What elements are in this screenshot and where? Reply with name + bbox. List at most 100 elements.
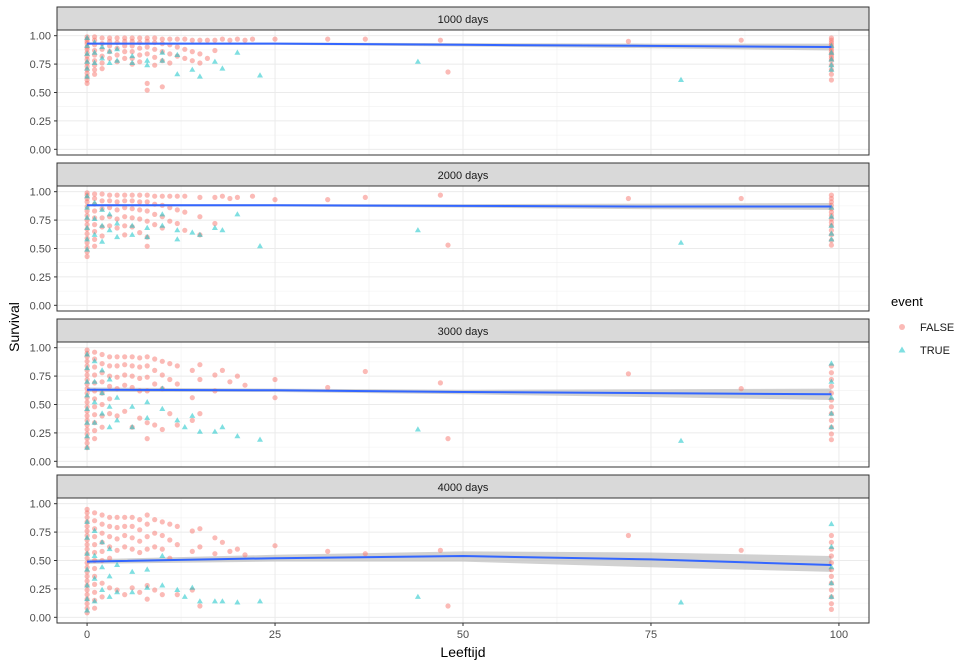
point-true <box>106 48 113 54</box>
point-false <box>167 537 173 543</box>
point-false <box>122 523 128 530</box>
point-false <box>152 544 158 550</box>
point-false <box>107 514 113 520</box>
point-false <box>234 194 240 200</box>
panel-border <box>56 341 870 468</box>
point-true <box>828 49 835 55</box>
point-true <box>828 56 835 62</box>
point-false <box>144 420 150 426</box>
point-false <box>122 514 128 520</box>
point-true <box>99 410 106 416</box>
legend: FALSE TRUE <box>898 322 954 357</box>
point-true <box>114 417 121 423</box>
point-false <box>99 548 105 555</box>
y-tick-label: 0.25 <box>30 428 51 440</box>
point-true <box>159 405 166 411</box>
trend-line <box>87 42 832 48</box>
facet-panel: 3000 days 0.00 0.25 0.50 0.75 1.00 <box>30 318 870 468</box>
point-false <box>84 573 90 580</box>
point-false <box>144 596 150 602</box>
point-false <box>137 35 143 41</box>
point-false <box>828 370 835 376</box>
point-false <box>122 408 128 414</box>
point-true <box>84 193 91 199</box>
point-false <box>84 199 90 205</box>
point-true <box>828 564 835 570</box>
point-false <box>325 197 331 203</box>
point-false <box>167 361 173 367</box>
point-false <box>182 193 188 199</box>
point-false <box>137 517 143 523</box>
point-true <box>828 520 835 527</box>
point-false <box>99 60 105 66</box>
point-true <box>414 593 421 599</box>
point-false <box>137 45 143 51</box>
point-false <box>84 592 90 598</box>
y-tick-label: 1.00 <box>30 187 51 199</box>
point-true <box>91 231 98 237</box>
point-true <box>181 424 188 430</box>
point-false <box>84 601 90 607</box>
point-false <box>92 428 98 434</box>
point-false <box>92 364 98 370</box>
point-false <box>828 242 835 248</box>
point-false <box>445 69 451 75</box>
point-false <box>159 193 165 199</box>
point-true <box>144 399 151 405</box>
point-true <box>84 65 91 71</box>
point-false <box>99 361 105 367</box>
point-true <box>84 607 91 613</box>
confidence-band <box>87 551 832 572</box>
point-false <box>84 587 90 593</box>
point-false <box>197 376 203 383</box>
point-true <box>99 367 106 373</box>
point-true <box>234 433 241 439</box>
point-false <box>84 372 90 378</box>
point-false <box>84 80 90 86</box>
point-false <box>144 534 150 540</box>
point-false <box>152 193 158 199</box>
point-false <box>152 222 158 228</box>
point-false <box>92 191 98 197</box>
point-false <box>828 404 835 410</box>
point-false <box>129 49 135 55</box>
point-false <box>144 512 150 518</box>
point-true <box>106 376 113 382</box>
point-false <box>137 59 143 65</box>
point-false <box>152 517 158 523</box>
point-false <box>114 514 120 520</box>
point-false <box>99 401 105 408</box>
point-false <box>227 379 233 385</box>
facet-strip-label: 4000 days <box>438 482 489 494</box>
point-false <box>114 216 120 222</box>
point-false <box>738 386 744 392</box>
point-false <box>227 195 233 202</box>
point-false <box>159 358 165 364</box>
legend-label: FALSE <box>920 322 954 334</box>
point-false <box>92 372 98 378</box>
point-true <box>159 222 166 228</box>
point-true <box>129 59 136 65</box>
point-true <box>257 598 263 604</box>
point-false <box>144 218 150 224</box>
point-false <box>152 530 158 536</box>
point-false <box>92 404 98 410</box>
point-false <box>174 44 180 50</box>
point-false <box>219 36 225 42</box>
point-false <box>189 548 195 555</box>
point-true <box>189 584 196 590</box>
point-false <box>828 383 835 389</box>
point-true <box>84 595 91 602</box>
point-false <box>152 381 158 387</box>
point-false <box>129 535 135 541</box>
y-tick-label: 1.00 <box>30 31 51 43</box>
point-false <box>197 411 203 417</box>
point-false <box>99 198 105 204</box>
point-true <box>91 215 98 221</box>
point-false <box>159 426 165 433</box>
point-false <box>219 367 225 373</box>
point-true <box>91 59 98 65</box>
point-true <box>828 62 835 68</box>
point-true <box>828 593 835 599</box>
point-false <box>84 240 90 246</box>
